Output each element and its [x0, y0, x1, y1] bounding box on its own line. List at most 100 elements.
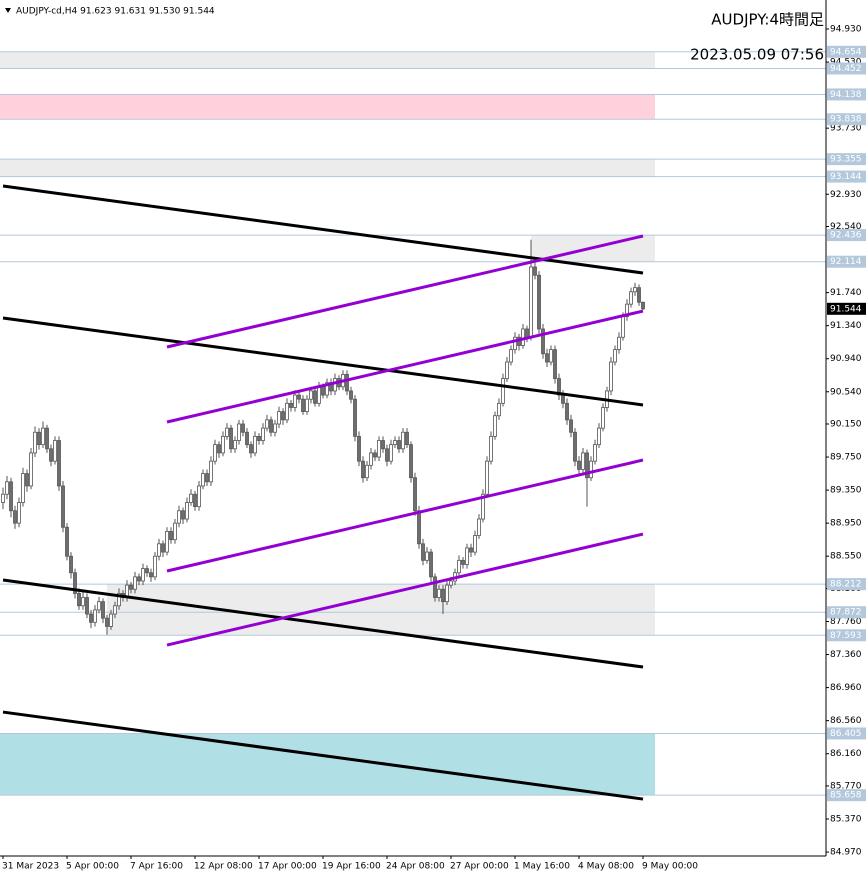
- candle-body: [577, 460, 581, 470]
- candle-body: [437, 588, 441, 598]
- candle-body: [265, 419, 269, 429]
- candle-body: [193, 493, 197, 508]
- x-tick-label: 1 May 16:00: [514, 862, 570, 872]
- candle-body: [161, 543, 165, 553]
- x-tick-label: 17 Apr 00:00: [258, 862, 317, 872]
- candle-body: [361, 460, 365, 479]
- candle-body: [365, 464, 369, 479]
- trend-line: [166, 309, 644, 424]
- y-tick-label: 84.970: [830, 848, 862, 858]
- trend-line: [166, 458, 644, 573]
- candle-body: [457, 559, 461, 574]
- y-tick-label: 86.560: [830, 716, 862, 726]
- candle-body: [133, 576, 137, 590]
- candle-body: [185, 502, 189, 520]
- candle-body: [393, 440, 397, 446]
- price-label-box: [827, 302, 866, 315]
- candle-body: [441, 588, 445, 603]
- y-tick-label: 91.340: [830, 321, 862, 331]
- candle-body: [289, 402, 293, 408]
- candle-body: [45, 427, 49, 450]
- candle-body: [217, 444, 221, 454]
- candle-body: [617, 336, 621, 351]
- x-tick-label: 24 Apr 08:00: [386, 862, 445, 872]
- candle-body: [397, 440, 401, 450]
- price-label: 91.544: [830, 304, 862, 314]
- candle-body: [613, 349, 617, 363]
- candle-body: [77, 592, 81, 607]
- candle-body: [529, 266, 533, 338]
- candle-body: [381, 440, 385, 450]
- level-label-box: [827, 88, 866, 101]
- candle-body: [305, 398, 309, 412]
- y-tick-label: 86.960: [830, 683, 862, 693]
- candle-body: [465, 547, 469, 565]
- level-label: 86.405: [830, 729, 862, 739]
- candle-body: [425, 551, 429, 561]
- candle-body: [253, 435, 257, 454]
- candle-body: [209, 460, 213, 483]
- candle-body: [17, 502, 21, 524]
- zones: [0, 51, 826, 796]
- level-label: 93.838: [830, 115, 862, 125]
- x-tick-label: 5 Apr 00:00: [66, 862, 119, 872]
- level-label: 87.593: [830, 631, 862, 641]
- y-tick-label: 94.930: [830, 25, 862, 35]
- candle-body: [317, 386, 321, 404]
- level-label-box: [827, 45, 866, 58]
- candle-body: [477, 518, 481, 536]
- candle-body: [41, 427, 45, 446]
- level-label-box: [827, 629, 866, 642]
- candle-body: [221, 435, 225, 454]
- candle-body: [589, 460, 593, 479]
- candle-body: [177, 510, 181, 524]
- candle-body: [249, 444, 253, 454]
- candle-body: [585, 452, 589, 479]
- candle-body: [325, 382, 329, 396]
- trend-line: [166, 532, 644, 647]
- candle-body: [69, 555, 73, 574]
- chart-title: AUDJPY:4時間足: [711, 11, 824, 29]
- candle-body: [489, 435, 493, 462]
- candle-body: [117, 592, 121, 607]
- y-tick-label: 89.350: [830, 486, 862, 496]
- candle-body: [1, 493, 5, 503]
- candle-body: [181, 510, 185, 520]
- candle-body: [633, 287, 637, 293]
- candle-body: [549, 349, 553, 363]
- candle-body: [101, 601, 105, 619]
- x-tick-label: 12 Apr 08:00: [194, 862, 253, 872]
- candle-body: [205, 473, 209, 483]
- candle-body: [285, 402, 289, 421]
- candle-body: [505, 361, 509, 379]
- candle-body: [501, 378, 505, 404]
- candle-body: [373, 452, 377, 458]
- y-tick-label: 89.750: [830, 453, 862, 463]
- candle-body: [541, 328, 545, 355]
- candle-body: [201, 473, 205, 487]
- x-tick-label: 19 Apr 16:00: [322, 862, 381, 872]
- level-label-box: [827, 255, 866, 268]
- candle-body: [137, 576, 141, 582]
- x-tick-label: 9 May 00:00: [642, 862, 698, 872]
- candle-body: [537, 274, 541, 330]
- level-label-box: [827, 727, 866, 740]
- candle-body: [49, 448, 53, 462]
- axis: 94.93094.53093.73092.93092.54091.74091.3…: [2, 25, 866, 872]
- level-label: 85.658: [830, 791, 862, 801]
- y-tick-label: 85.770: [830, 781, 862, 791]
- y-tick-label: 93.730: [830, 124, 862, 134]
- candle-body: [153, 555, 157, 578]
- x-tick-label: 27 Apr 00:00: [450, 862, 509, 872]
- candle-body: [81, 597, 85, 607]
- trend-line: [2, 184, 644, 275]
- candle-body: [565, 402, 569, 421]
- trendlines: [2, 184, 644, 801]
- candle-body: [237, 423, 241, 441]
- candle-body: [169, 531, 173, 541]
- level-label: 93.144: [830, 172, 862, 182]
- candle-body: [333, 378, 337, 392]
- candle-body: [145, 568, 149, 574]
- candle-body: [561, 394, 565, 404]
